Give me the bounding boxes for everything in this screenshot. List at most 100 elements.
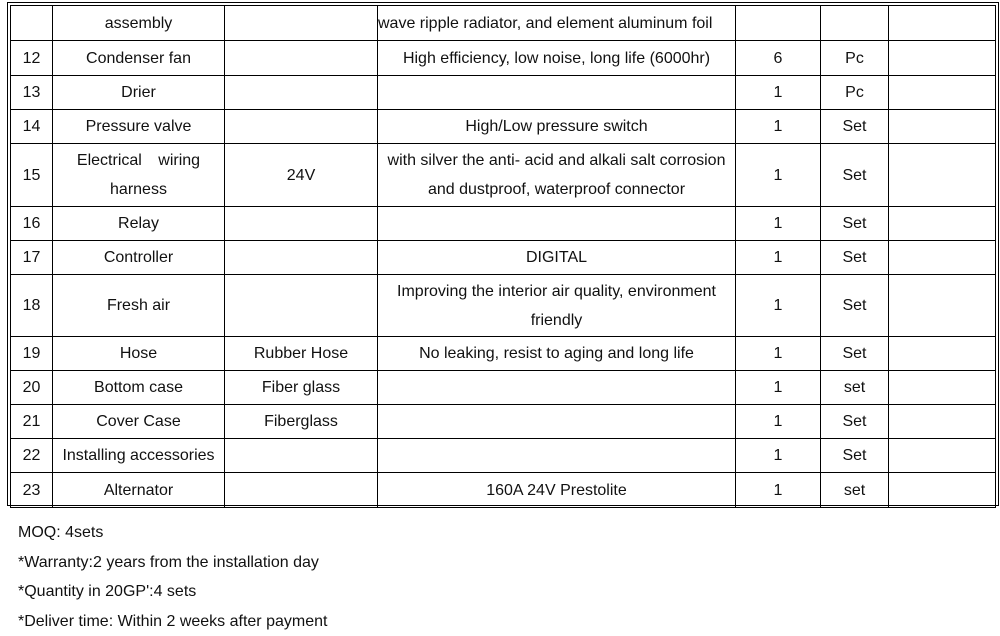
cell-unit: Set (821, 439, 889, 473)
cell-spec (225, 207, 378, 241)
cell-qty: 1 (736, 76, 821, 110)
cell-desc (378, 405, 736, 439)
cell-desc: DIGITAL (378, 241, 736, 275)
cell-no: 12 (11, 41, 53, 76)
cell-desc (378, 76, 736, 110)
cell-name: Pressure valve (53, 110, 225, 144)
cell-unit: Pc (821, 76, 889, 110)
cell-remark (889, 76, 996, 110)
cell-spec (225, 110, 378, 144)
cell-remark (889, 144, 996, 207)
cell-spec: Fiberglass (225, 405, 378, 439)
cell-no: 13 (11, 76, 53, 110)
cell-spec (225, 41, 378, 76)
cell-spec: Rubber Hose (225, 337, 378, 371)
cell-spec (225, 473, 378, 508)
cell-name: Fresh air (53, 275, 225, 337)
cell-name: Drier (53, 76, 225, 110)
cell-remark (889, 439, 996, 473)
cell-name: Cover Case (53, 405, 225, 439)
cell-name: assembly (53, 6, 225, 41)
cell-desc: Improving the interior air quality, envi… (378, 275, 736, 337)
cell-remark (889, 6, 996, 41)
cell-desc (378, 439, 736, 473)
cell-unit: Set (821, 405, 889, 439)
cell-spec (225, 6, 378, 41)
cell-name: Relay (53, 207, 225, 241)
cell-qty (736, 6, 821, 41)
cell-desc: 160A 24V Prestolite (378, 473, 736, 508)
cell-remark (889, 110, 996, 144)
cell-qty: 1 (736, 275, 821, 337)
cell-desc: High efficiency, low noise, long life (6… (378, 41, 736, 76)
cell-unit: Set (821, 337, 889, 371)
cell-no (11, 6, 53, 41)
cell-remark (889, 207, 996, 241)
cell-spec (225, 241, 378, 275)
cell-name: Electrical wiring harness (53, 144, 225, 207)
cell-desc (378, 207, 736, 241)
cell-no: 17 (11, 241, 53, 275)
cell-qty: 1 (736, 110, 821, 144)
cell-no: 22 (11, 439, 53, 473)
cell-qty: 1 (736, 337, 821, 371)
note-quantity: *Quantity in 20GP':4 sets (18, 577, 327, 607)
cell-remark (889, 337, 996, 371)
note-warranty: *Warranty:2 years from the installation … (18, 548, 327, 578)
cell-spec (225, 76, 378, 110)
cell-unit: Set (821, 275, 889, 337)
cell-unit: Set (821, 144, 889, 207)
cell-unit: set (821, 473, 889, 508)
cell-spec (225, 439, 378, 473)
cell-qty: 6 (736, 41, 821, 76)
cell-qty: 1 (736, 207, 821, 241)
cell-name: Installing accessories (53, 439, 225, 473)
cell-name: Alternator (53, 473, 225, 508)
cell-name: Bottom case (53, 371, 225, 405)
cell-qty: 1 (736, 439, 821, 473)
cell-no: 19 (11, 337, 53, 371)
cell-name: Condenser fan (53, 41, 225, 76)
cell-desc: High/Low pressure switch (378, 110, 736, 144)
cell-remark (889, 241, 996, 275)
cell-spec: 24V (225, 144, 378, 207)
cell-no: 21 (11, 405, 53, 439)
cell-no: 23 (11, 473, 53, 508)
cell-desc: No leaking, resist to aging and long lif… (378, 337, 736, 371)
cell-name: Hose (53, 337, 225, 371)
cell-unit: Set (821, 241, 889, 275)
cell-qty: 1 (736, 473, 821, 508)
cell-unit: Pc (821, 41, 889, 76)
cell-remark (889, 371, 996, 405)
cell-unit: Set (821, 207, 889, 241)
cell-remark (889, 405, 996, 439)
notes: MOQ: 4sets *Warranty:2 years from the in… (18, 518, 327, 636)
cell-no: 20 (11, 371, 53, 405)
cell-remark (889, 275, 996, 337)
cell-remark (889, 41, 996, 76)
cell-unit: set (821, 371, 889, 405)
cell-qty: 1 (736, 144, 821, 207)
cell-remark (889, 473, 996, 508)
cell-spec (225, 275, 378, 337)
note-moq: MOQ: 4sets (18, 518, 327, 548)
cell-no: 15 (11, 144, 53, 207)
cell-desc (378, 371, 736, 405)
cell-name: Controller (53, 241, 225, 275)
cell-no: 18 (11, 275, 53, 337)
cell-qty: 1 (736, 371, 821, 405)
cell-no: 16 (11, 207, 53, 241)
